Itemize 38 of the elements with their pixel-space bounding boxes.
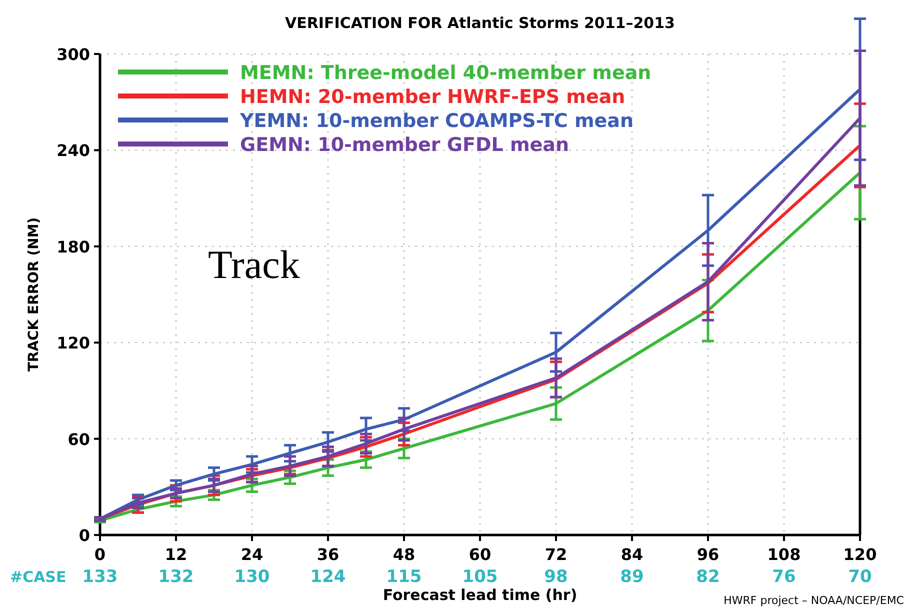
text: 132 [158,567,194,587]
text: 130 [234,567,270,587]
x-tick-label: 84 [620,545,644,564]
x-tick-label: 36 [316,545,340,564]
y-tick-label: 180 [56,237,90,256]
x-axis-title: Forecast lead time (hr) [382,586,578,604]
x-tick-label: 48 [392,545,416,564]
text: 98 [544,567,568,587]
text: 133 [82,567,118,587]
text: 76 [772,567,796,587]
x-tick-label: 12 [164,545,188,564]
x-tick-label: 108 [767,545,801,564]
y-axis-title: TRACK ERROR (NM) [26,217,42,372]
x-tick-label: 96 [696,545,720,564]
text: 82 [696,567,720,587]
text: #CASE [10,568,66,586]
y-tick-label: 0 [78,526,90,545]
text: YEMN: 10-member COAMPS-TC mean [239,110,634,132]
x-tick-label: 120 [843,545,877,564]
x-tick-label: 0 [94,545,106,564]
text: HEMN: 20-member HWRF-EPS mean [240,86,626,108]
text: 70 [848,567,872,587]
text: 124 [310,567,346,587]
chart-title: VERIFICATION FOR Atlantic Storms 2011–2013 [285,14,675,32]
y-tick-label: 240 [56,141,90,160]
x-tick-label: 60 [468,545,492,564]
text: GEMN: 10-member GFDL mean [240,134,569,156]
y-tick-label: 120 [56,334,90,353]
text: 89 [620,567,644,587]
text: HWRF project – NOAA/NCEP/EMC [724,594,904,607]
text: MEMN: Three-model 40-member mean [240,62,652,84]
x-tick-label: 72 [544,545,568,564]
y-tick-label: 300 [56,45,90,64]
text: 105 [462,567,498,587]
annotation: Track [208,242,300,287]
x-tick-label: 24 [240,545,264,564]
text: 115 [386,567,422,587]
y-tick-label: 60 [68,430,90,449]
